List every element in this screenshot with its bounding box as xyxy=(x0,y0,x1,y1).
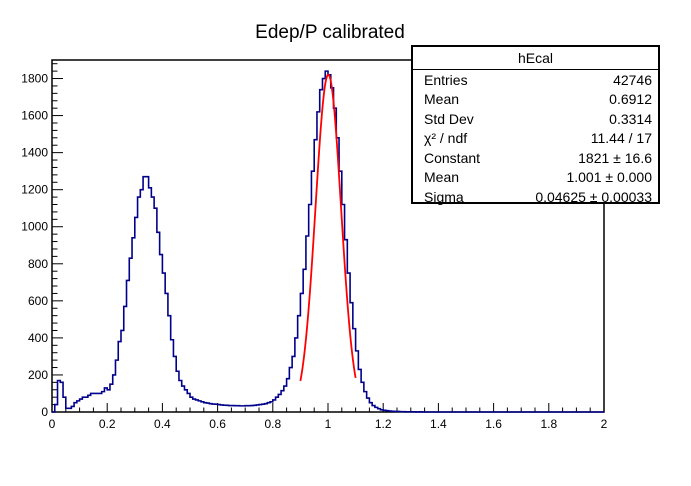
x-tick-label: 0.8 xyxy=(264,417,281,431)
stats-value: 1.001 ± 0.000 xyxy=(566,169,652,186)
y-tick-label: 800 xyxy=(28,257,48,271)
histogram-bin xyxy=(160,255,163,412)
histogram-bin xyxy=(240,406,243,412)
stats-label: Mean xyxy=(424,91,460,108)
histogram-bin xyxy=(96,393,99,412)
stats-box-title: hEcal xyxy=(413,47,658,70)
stats-row-entries: Entries 42746 xyxy=(413,70,658,90)
histogram-bin xyxy=(146,177,149,412)
histogram-bin xyxy=(253,405,256,412)
histogram-bin xyxy=(132,238,135,412)
stats-label: Constant xyxy=(424,149,481,166)
stats-label: Sigma xyxy=(424,188,464,205)
chart-title: Edep/P calibrated xyxy=(255,22,405,43)
histogram-bin xyxy=(193,399,196,412)
histogram-bin xyxy=(223,405,226,412)
x-tick-label: 0.2 xyxy=(99,417,116,431)
histogram-bin xyxy=(138,197,141,412)
histogram-bin xyxy=(99,393,102,412)
y-tick-label: 1800 xyxy=(21,72,48,86)
histogram-outline xyxy=(52,70,604,413)
histogram-bin xyxy=(157,232,160,412)
stats-value: 0.3314 xyxy=(609,110,652,127)
y-tick-label: 1200 xyxy=(21,183,48,197)
histogram-bin xyxy=(85,397,88,412)
x-tick-label: 1.4 xyxy=(430,417,447,431)
histogram-bin xyxy=(328,75,331,412)
histogram-bins xyxy=(55,71,422,412)
y-tick-label: 1600 xyxy=(21,109,48,123)
histogram-bin xyxy=(121,330,124,412)
histogram-bin xyxy=(209,404,212,412)
histogram-bin xyxy=(154,208,157,412)
stats-value: 0.6912 xyxy=(609,91,652,108)
histogram-bin xyxy=(220,405,223,412)
x-tick-label: 1.2 xyxy=(375,417,392,431)
stats-value: 42746 xyxy=(613,71,652,88)
gaussian-fit-curve xyxy=(299,73,357,382)
stats-label: χ² / ndf xyxy=(424,130,468,147)
x-tick-label: 1.6 xyxy=(485,417,502,431)
histogram-bin xyxy=(322,79,325,412)
x-tick-label: 0.6 xyxy=(209,417,226,431)
stats-row-sigma: Sigma 0.04625 ± 0.00033 xyxy=(413,187,658,207)
stats-row-chi2: χ² / ndf 11.44 / 17 xyxy=(413,129,658,149)
x-axis: 0 0.2 0.4 0.6 0.8 1 1.2 1.4 1.6 1.8 2 xyxy=(49,403,608,431)
histogram-bin xyxy=(143,177,146,412)
stats-value: 1821 ± 16.6 xyxy=(578,149,652,166)
y-axis: 0 200 400 600 800 1000 1200 1400 1600 1800 xyxy=(21,63,63,419)
histogram-bin xyxy=(226,405,229,412)
histogram-bin xyxy=(212,404,215,412)
y-tick-label: 200 xyxy=(28,368,48,382)
y-tick-label: 1400 xyxy=(21,146,48,160)
stats-label: Entries xyxy=(424,71,468,88)
histogram-bin xyxy=(325,71,328,412)
x-tick-label: 1 xyxy=(325,417,332,431)
x-tick-label: 1.8 xyxy=(540,417,557,431)
stats-label: Std Dev xyxy=(424,110,474,127)
stats-row-stddev: Std Dev 0.3314 xyxy=(413,109,658,129)
y-tick-label: 600 xyxy=(28,294,48,308)
histogram-bin xyxy=(234,406,237,412)
stats-value: 11.44 / 17 xyxy=(590,130,652,147)
stats-value: 0.04625 ± 0.00033 xyxy=(535,188,652,205)
histogram-bin xyxy=(102,392,105,412)
stats-row-fit-mean: Mean 1.001 ± 0.000 xyxy=(413,168,658,188)
stats-row-mean: Mean 0.6912 xyxy=(413,90,658,110)
histogram-bin xyxy=(334,108,337,412)
histogram-bin xyxy=(135,217,138,412)
histogram-bin xyxy=(311,171,314,412)
histogram-bin xyxy=(331,88,334,412)
x-tick-label: 2 xyxy=(601,417,608,431)
histogram-bin xyxy=(129,258,132,412)
x-tick-label: 0.4 xyxy=(154,417,171,431)
x-tick-label: 0 xyxy=(49,417,56,431)
y-tick-label: 1000 xyxy=(21,220,48,234)
y-tick-label: 0 xyxy=(41,405,48,419)
histogram-bin xyxy=(149,188,152,412)
stats-row-constant: Constant 1821 ± 16.6 xyxy=(413,148,658,168)
histogram-bin xyxy=(196,400,199,412)
histogram-bin xyxy=(151,197,154,412)
histogram-bin xyxy=(248,406,251,412)
histogram-bin xyxy=(140,190,143,412)
stats-box: hEcal Entries 42746 Mean 0.6912 Std Dev … xyxy=(411,45,660,207)
y-tick-label: 400 xyxy=(28,331,48,345)
stats-label: Mean xyxy=(424,169,460,186)
